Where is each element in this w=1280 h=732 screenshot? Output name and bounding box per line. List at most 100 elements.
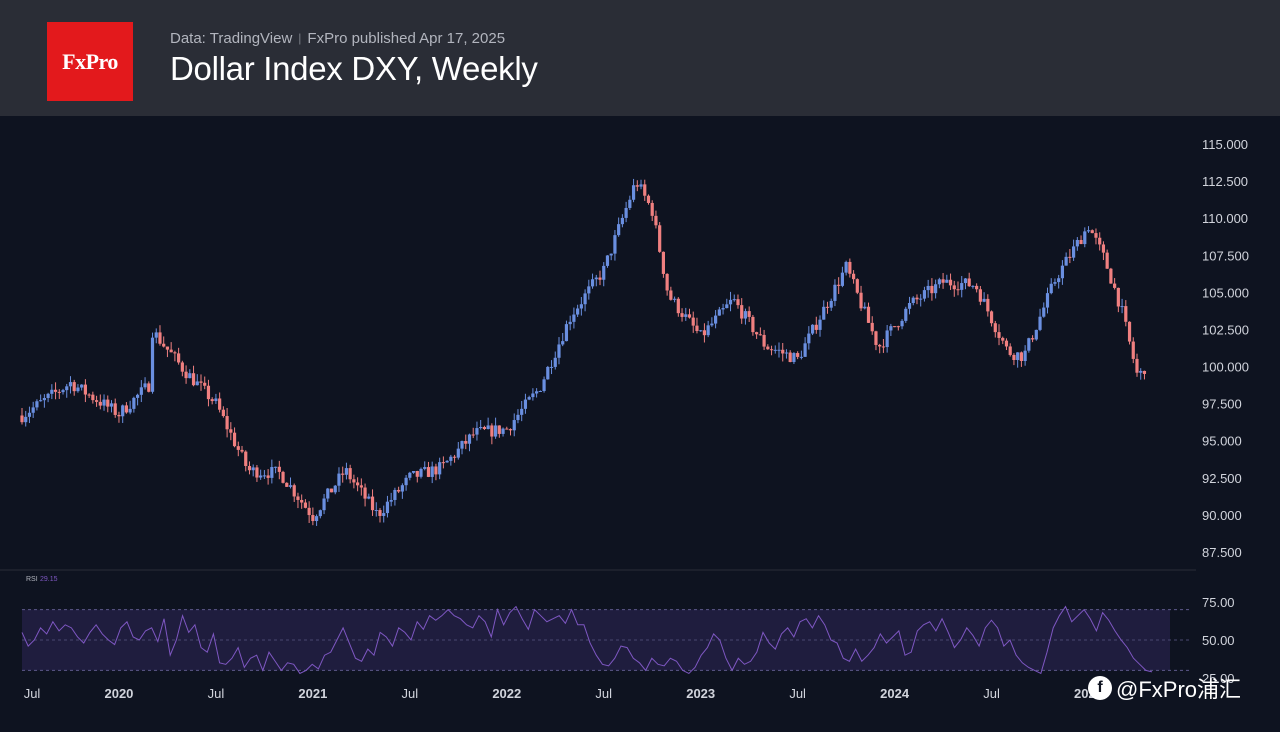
candle-body [583, 293, 587, 305]
candle-body [643, 184, 647, 196]
candle-body [523, 399, 528, 409]
candle-body [520, 408, 524, 415]
candle-body [687, 314, 692, 318]
candle-body [531, 393, 535, 398]
candle-body [743, 311, 748, 319]
rsi-indicator-label: RSI [26, 576, 38, 583]
candle-body [53, 389, 58, 392]
candle-body [553, 357, 557, 367]
candle-body [863, 306, 867, 309]
candle-body [214, 398, 218, 402]
candle-body [564, 324, 569, 342]
published-date: FxPro published Apr 17, 2025 [307, 30, 506, 47]
candle-body [620, 217, 624, 225]
candle-body [255, 467, 259, 478]
candle-body [773, 349, 777, 351]
candle-body [430, 466, 434, 477]
candle-body [173, 352, 177, 354]
candle-body [1109, 268, 1113, 284]
candle-body [124, 405, 129, 413]
candle-body [665, 273, 669, 291]
candle-body [997, 332, 1001, 338]
candle-body [706, 325, 710, 336]
candle-body [512, 420, 516, 431]
candle-body [203, 382, 207, 386]
candle-body [989, 311, 994, 324]
candle-body [1083, 231, 1087, 245]
candle-body [814, 324, 818, 330]
fxpro-logo[interactable]: FxPro [47, 22, 133, 101]
candle-body [438, 462, 442, 475]
candle-body [150, 337, 155, 392]
candle-body [900, 320, 904, 327]
candle-body [83, 384, 87, 395]
candle-body [411, 470, 416, 473]
candle-body [669, 290, 673, 300]
candle-body [352, 479, 356, 483]
candle-body [266, 475, 270, 478]
candle-body [490, 425, 494, 437]
candle-body [285, 482, 289, 487]
candle-body [91, 394, 95, 401]
social-icon: f [1088, 676, 1112, 700]
candle-body [225, 416, 229, 430]
candle-body [799, 356, 803, 358]
candle-body [94, 400, 99, 402]
candle-body [527, 397, 531, 400]
candle-body [650, 202, 654, 216]
candle-body [419, 468, 423, 477]
candle-body [132, 397, 136, 409]
candle-body [538, 390, 542, 392]
candle-body [61, 390, 65, 393]
candle-body [654, 215, 658, 226]
chart-meta: Data: TradingView | FxPro published Apr 17… [170, 30, 505, 47]
candle-body [139, 387, 143, 395]
candle-body [948, 279, 953, 286]
candle-body [542, 379, 546, 391]
candle-body [855, 279, 859, 293]
candle-body [963, 278, 968, 284]
candle-body [755, 332, 759, 335]
price-tick-label: 95.000 [1202, 434, 1242, 449]
candle-body [605, 255, 610, 266]
candle-body [311, 515, 315, 522]
candle-body [232, 432, 237, 447]
candle-body [956, 289, 960, 291]
chart-title: Dollar Index DXY, Weekly [170, 50, 538, 87]
candle-body [714, 315, 718, 324]
candle-body [676, 298, 680, 314]
candle-body [199, 381, 203, 383]
candle-body [117, 414, 121, 417]
candle-body [1142, 370, 1147, 374]
candle-body [922, 290, 927, 299]
rsi-tick-label: 50.00 [1202, 633, 1235, 648]
candle-body [404, 477, 408, 486]
price-tick-label: 112.500 [1202, 174, 1248, 189]
data-source: Data: TradingView [170, 30, 293, 47]
candle-body [874, 331, 878, 345]
candle-body [885, 330, 889, 348]
candle-body [1098, 237, 1102, 245]
candle-body [848, 261, 852, 274]
time-tick-label: Jul [595, 686, 612, 701]
candle-body [273, 466, 278, 468]
candle-body [725, 304, 729, 309]
candle-body [1090, 230, 1094, 234]
candle-body [893, 326, 897, 328]
candle-body [952, 285, 956, 290]
candle-body [262, 475, 266, 477]
candle-body [1139, 370, 1143, 373]
candle-body [758, 334, 762, 336]
candle-body [728, 299, 733, 305]
candle-body [837, 284, 841, 286]
candle-body [464, 441, 468, 444]
candle-body [590, 279, 595, 287]
candle-body [397, 489, 401, 492]
candle-body [154, 332, 158, 338]
candle-body [1105, 252, 1109, 269]
dxy-weekly-chart[interactable]: 115.000 112.500 110.000 107.500 105.000 102.5… [0, 116, 1280, 732]
candle-body [221, 409, 225, 417]
candle-body [691, 317, 695, 326]
candle-body [57, 391, 61, 393]
candle-body [937, 279, 941, 285]
